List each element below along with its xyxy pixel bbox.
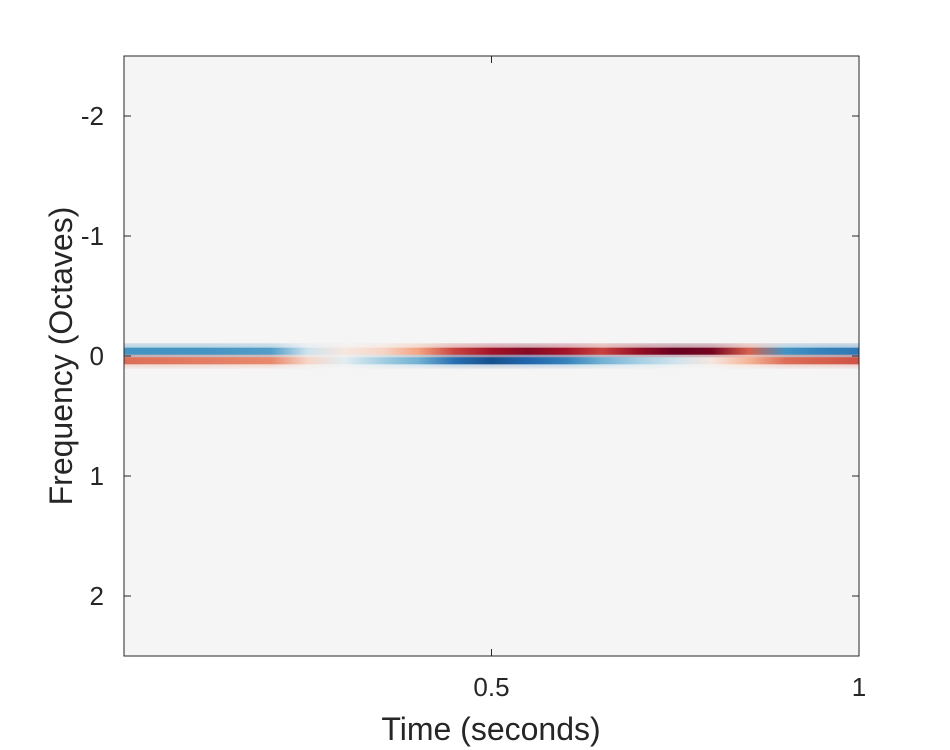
- y-tick-label: 1: [90, 461, 104, 491]
- x-axis-label: Time (seconds): [381, 711, 600, 747]
- y-tick-label: -2: [81, 101, 104, 131]
- heatmap-band-upper: [124, 347, 859, 355]
- y-tick-label: 0: [90, 341, 104, 371]
- y-tick-label: 2: [90, 581, 104, 611]
- x-tick-label: 0.5: [473, 672, 509, 702]
- heatmap-band-lower: [124, 357, 859, 365]
- y-axis-label: Frequency (Octaves): [43, 207, 79, 506]
- y-tick-label: -1: [81, 221, 104, 251]
- x-tick-label: 1: [852, 672, 866, 702]
